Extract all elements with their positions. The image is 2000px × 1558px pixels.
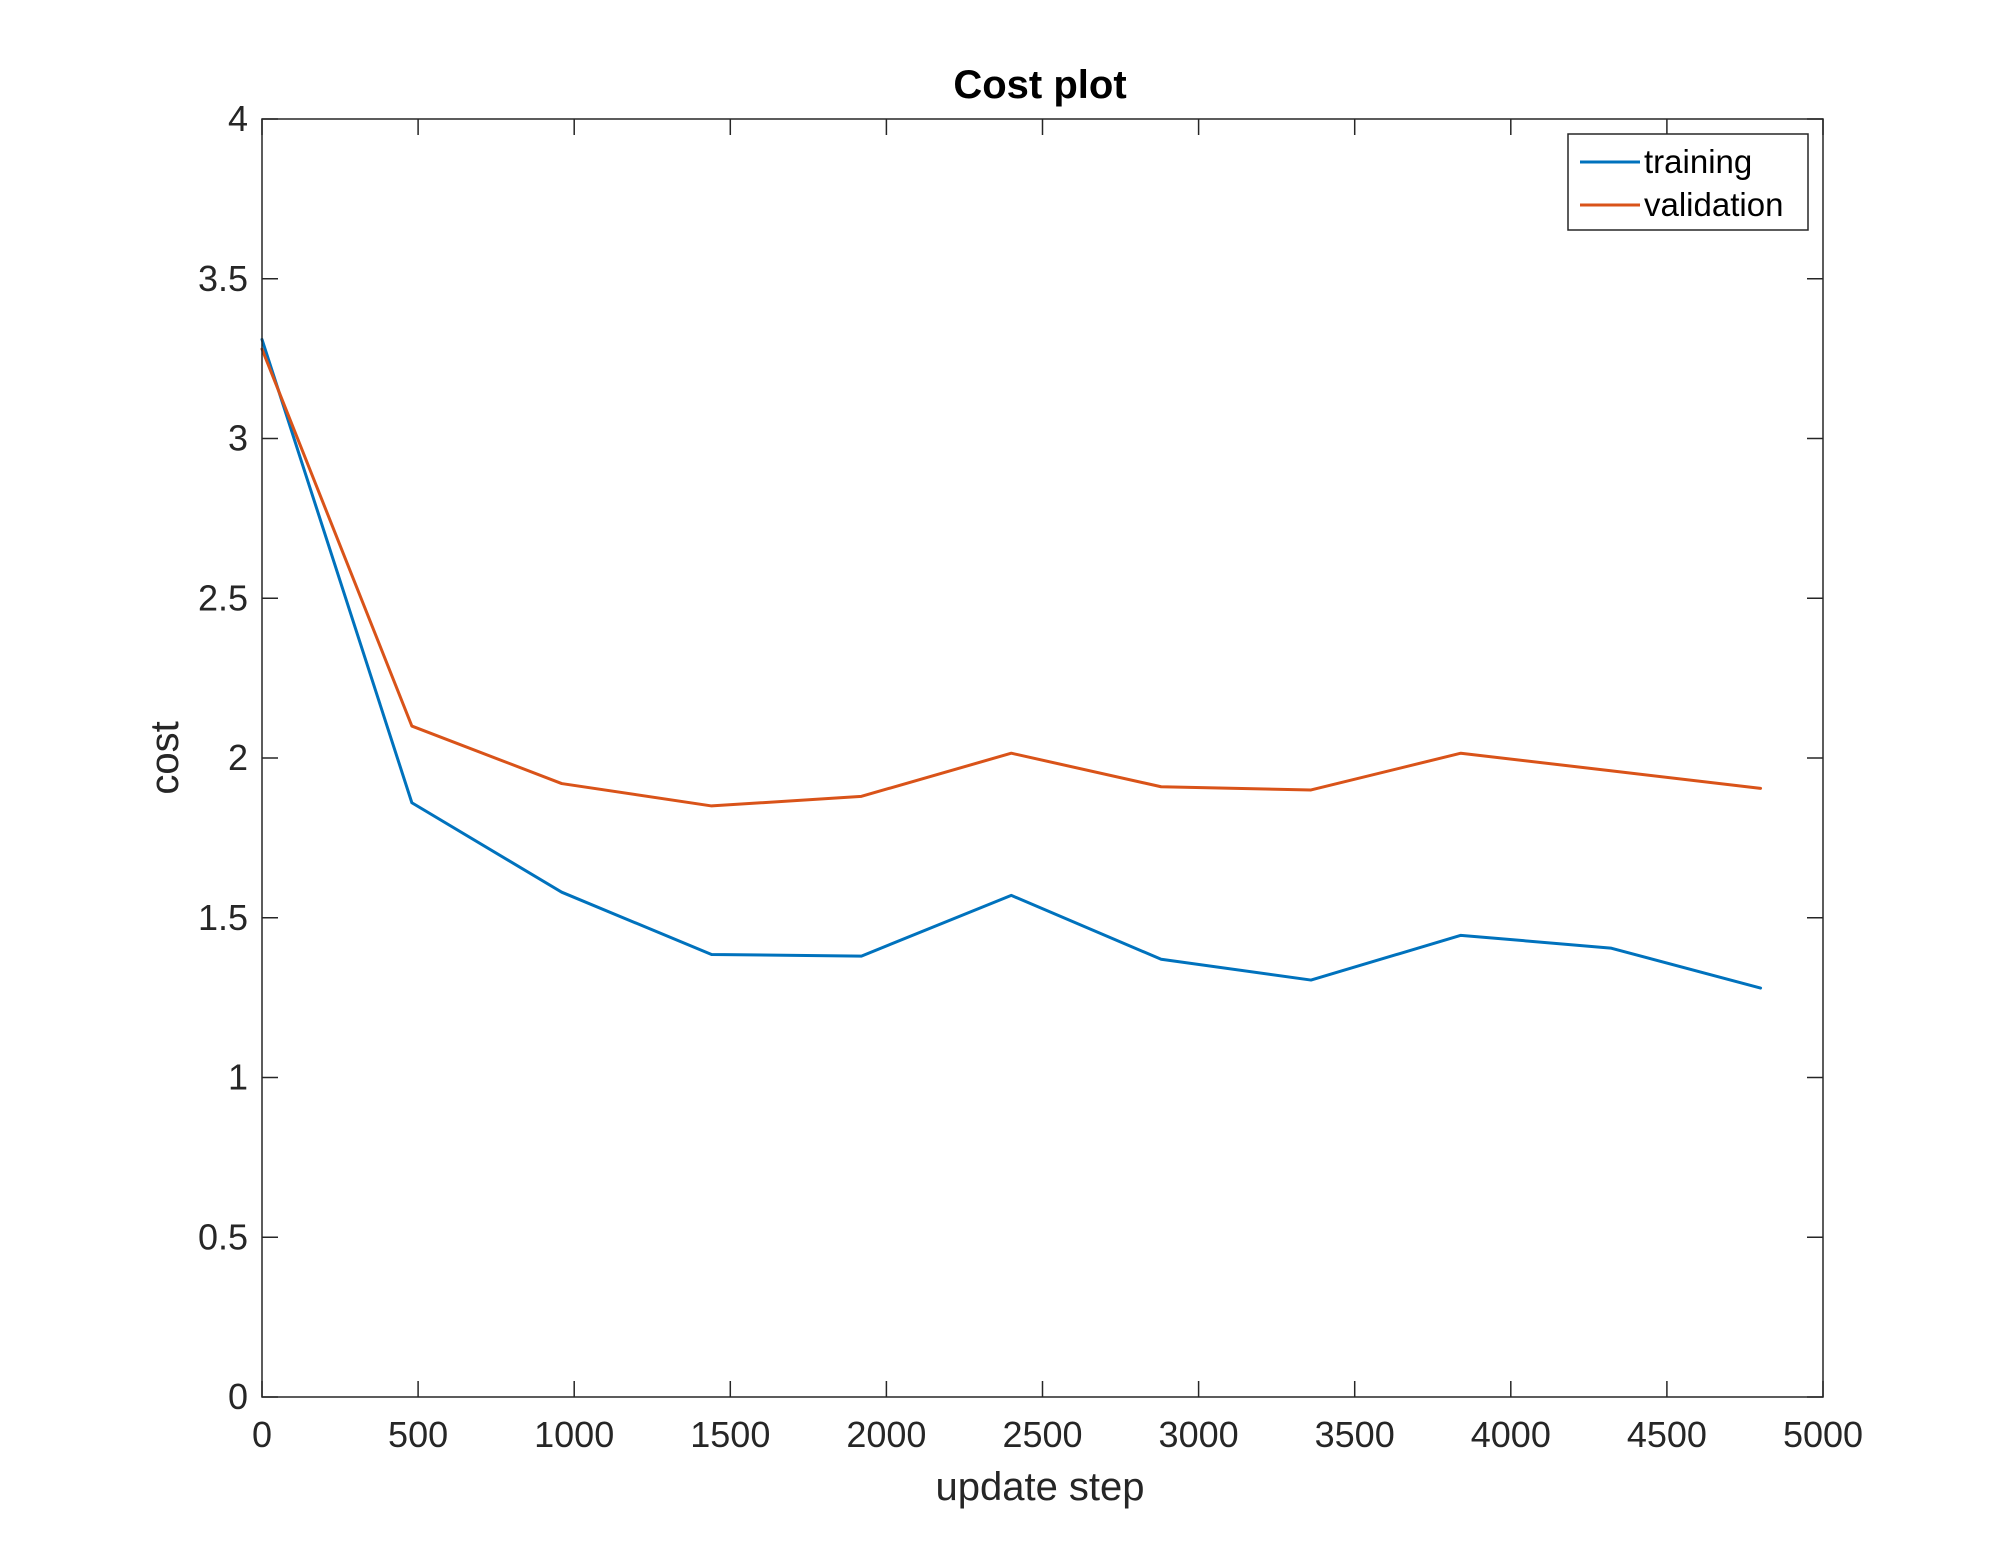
x-tick-label: 500 [388,1414,448,1455]
y-tick-label: 4 [228,98,248,139]
series-lines [260,337,1763,990]
y-tick-label: 3 [228,418,248,459]
legend-box [1567,133,1809,231]
x-tick-label: 2500 [1002,1414,1082,1455]
x-tick-label: 3000 [1159,1414,1239,1455]
x-axis-title: update step [935,1465,1144,1509]
y-tick-label: 0 [228,1376,248,1417]
y-tick-label: 1.5 [198,897,248,938]
series-line-training [260,337,1763,990]
plot-area-frame [261,118,1824,1398]
x-tick-label: 4500 [1627,1414,1707,1455]
legend-label-validation: validation [1644,186,1783,223]
x-tick-label: 5000 [1783,1414,1863,1455]
x-tick-label: 0 [252,1414,272,1455]
x-tick-label: 2000 [846,1414,926,1455]
x-tick-label: 4000 [1471,1414,1551,1455]
chart-title: Cost plot [953,63,1126,107]
y-tick-label: 3.5 [198,258,248,299]
series-line-validation [260,347,1763,808]
x-tick-label: 1000 [534,1414,614,1455]
y-tick-label: 1 [228,1057,248,1098]
legend: training validation [1567,133,1809,231]
y-tick-label: 0.5 [198,1216,248,1257]
legend-label-training: training [1644,143,1752,180]
y-tick-label: 2.5 [198,577,248,618]
x-tick-label: 1500 [690,1414,770,1455]
x-tick-label: 3500 [1315,1414,1395,1455]
y-axis-title: cost [143,721,187,794]
axis-ticks: 0 500 1000 1500 2000 2500 3000 3500 4000 4500 5000… [198,98,1863,1455]
y-tick-label: 2 [228,737,248,778]
